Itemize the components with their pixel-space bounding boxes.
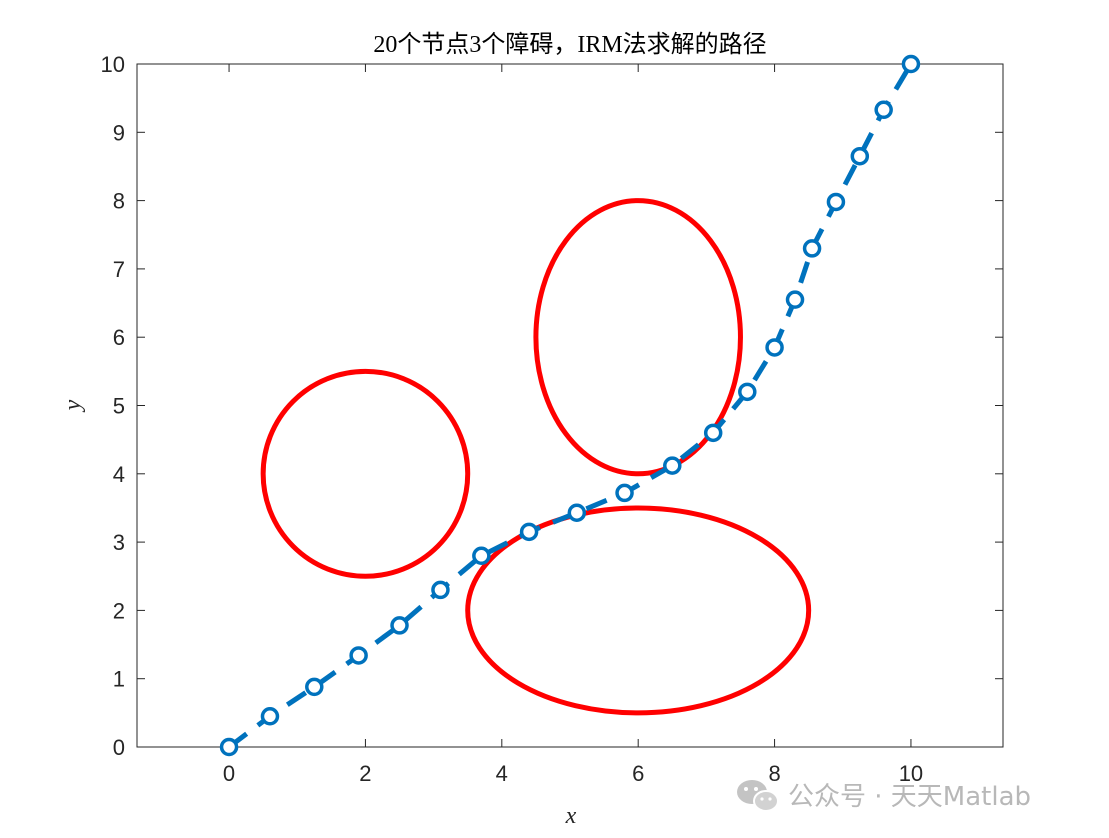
y-tick-label: 4: [113, 462, 125, 487]
x-tick-label: 10: [899, 761, 923, 786]
path-node-marker: [219, 737, 239, 757]
axes-box: [136, 63, 1004, 748]
y-tick-label: 2: [113, 598, 125, 623]
path-node-marker: [472, 546, 491, 566]
wechat-icon: [737, 780, 779, 812]
x-tick-label: 4: [496, 761, 508, 786]
x-tick-label: 8: [768, 761, 780, 786]
path-node-marker: [567, 503, 587, 522]
obstacle-ellipse: [465, 505, 812, 716]
y-tick-label: 1: [113, 667, 125, 692]
plot-area: 0 2 4 6 8 10 0 1 2 3 4 5 6 7 8 9 10: [101, 52, 1004, 786]
obstacles: [260, 198, 812, 716]
path-node-marker: [874, 100, 893, 120]
y-axis-label: y: [60, 399, 86, 412]
path-node-marker: [850, 146, 870, 166]
obstacle-circle: [260, 368, 471, 579]
path-node-marker: [663, 456, 682, 475]
y-ticks: 0 1 2 3 4 5 6 7 8 9 10: [101, 52, 1003, 760]
path-node-marker: [305, 677, 324, 697]
x-tick-label: 2: [359, 761, 371, 786]
path-node-marker: [431, 580, 450, 600]
path-node-marker: [260, 707, 280, 726]
x-axis-label: x: [565, 803, 577, 829]
path-series: [219, 54, 921, 757]
watermark-text: 公众号 · 天天Matlab: [788, 782, 1031, 812]
y-tick-label: 0: [113, 735, 125, 760]
watermark: 公众号 · 天天Matlab: [737, 780, 1031, 812]
y-tick-label: 8: [113, 189, 125, 214]
y-tick-label: 3: [113, 530, 125, 555]
y-tick-label: 5: [113, 394, 125, 419]
x-tick-label: 6: [632, 761, 644, 786]
obstacle-ellipse: [533, 198, 743, 477]
path-node-marker: [901, 54, 921, 74]
path-node-marker: [802, 239, 822, 258]
path-node-marker: [826, 192, 846, 212]
x-tick-label: 0: [223, 761, 235, 786]
path-node-marker: [615, 483, 634, 503]
y-tick-label: 7: [113, 257, 125, 282]
path-node-marker: [349, 646, 368, 665]
path-node-marker: [390, 616, 409, 635]
y-tick-label: 10: [101, 52, 125, 77]
path-node-marker: [519, 522, 539, 542]
path-node-marker: [765, 338, 784, 357]
path-node-marker: [785, 290, 805, 309]
y-tick-label: 9: [113, 120, 125, 145]
path-node-marker: [703, 423, 723, 443]
path-node-marker: [738, 382, 757, 402]
chart-title: 20个节点3个障碍，IRM法求解的路径: [373, 31, 766, 58]
y-tick-label: 6: [113, 325, 125, 350]
